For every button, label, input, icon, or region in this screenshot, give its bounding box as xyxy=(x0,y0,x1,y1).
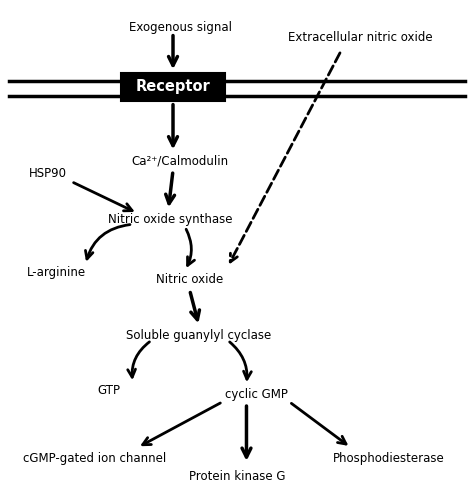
Text: Ca²⁺/Calmodulin: Ca²⁺/Calmodulin xyxy=(132,155,228,168)
Text: Extracellular nitric oxide: Extracellular nitric oxide xyxy=(288,31,433,44)
Text: L-arginine: L-arginine xyxy=(27,266,86,279)
Text: cyclic GMP: cyclic GMP xyxy=(225,388,287,401)
Text: Protein kinase G: Protein kinase G xyxy=(189,470,285,483)
FancyBboxPatch shape xyxy=(121,73,225,101)
Text: Exogenous signal: Exogenous signal xyxy=(128,21,232,34)
Text: cGMP-gated ion channel: cGMP-gated ion channel xyxy=(23,452,166,465)
Text: Nitric oxide synthase: Nitric oxide synthase xyxy=(109,213,233,226)
Text: Phosphodiesterase: Phosphodiesterase xyxy=(333,452,445,465)
Text: Receptor: Receptor xyxy=(136,80,210,94)
Text: HSP90: HSP90 xyxy=(28,167,66,180)
Text: Soluble guanylyl cyclase: Soluble guanylyl cyclase xyxy=(127,329,272,342)
Text: GTP: GTP xyxy=(98,384,120,397)
Text: Nitric oxide: Nitric oxide xyxy=(156,273,223,286)
